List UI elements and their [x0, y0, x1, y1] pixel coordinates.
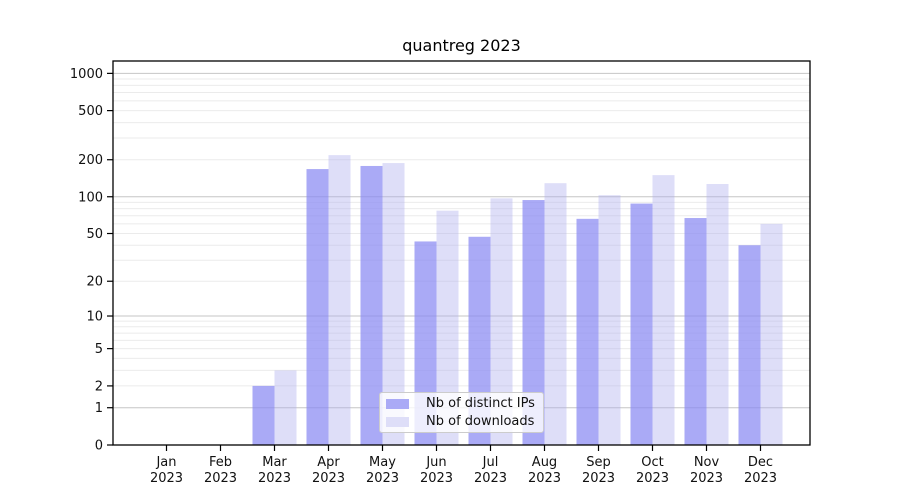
x-tick-label-year-aug: 2023: [528, 471, 561, 486]
bar-distinct-ips-sep: [576, 218, 599, 445]
bar-downloads-nov: [706, 184, 729, 445]
plot-frame: [112, 60, 811, 446]
x-tick-label-year-may: 2023: [366, 471, 399, 486]
bar-downloads-dec: [760, 223, 783, 445]
y-tick-label-10: 10: [86, 310, 103, 325]
x-tick-label-year-nov: 2023: [690, 471, 723, 486]
x-tick-label-month-mar: Mar: [262, 455, 287, 470]
legend-label-distinct-ips: Nb of distinct IPs: [426, 396, 535, 411]
bar-downloads-apr: [328, 155, 351, 445]
x-tick-label-year-mar: 2023: [258, 471, 291, 486]
x-tick-label-year-sep: 2023: [582, 471, 615, 486]
legend: Nb of distinct IPs Nb of downloads: [379, 392, 544, 433]
x-tick-label-month-nov: Nov: [694, 455, 720, 470]
bar-distinct-ips-aug: [522, 200, 545, 445]
x-tick-label-month-apr: Apr: [317, 455, 340, 470]
x-tick-label-year-apr: 2023: [312, 471, 345, 486]
bar-distinct-ips-apr: [306, 169, 329, 445]
legend-swatch-downloads: [386, 416, 409, 427]
y-tick-label-0: 0: [95, 439, 103, 454]
bar-downloads-oct: [652, 175, 675, 445]
x-tick-label-year-oct: 2023: [636, 471, 669, 486]
bar-downloads-jun: [436, 210, 459, 445]
bar-distinct-ips-mar: [252, 385, 275, 445]
y-tick-label-100: 100: [78, 190, 103, 205]
bar-distinct-ips-may: [360, 165, 383, 445]
bar-downloads-sep: [598, 195, 621, 445]
bar-downloads-mar: [274, 370, 297, 445]
y-tick-label-1: 1: [95, 401, 103, 416]
bar-distinct-ips-nov: [684, 218, 707, 445]
bar-downloads-may: [382, 163, 405, 445]
bar-downloads-jul: [490, 198, 513, 445]
x-tick-label-year-dec: 2023: [744, 471, 777, 486]
legend-label-downloads: Nb of downloads: [426, 414, 535, 429]
y-tick-label-50: 50: [86, 227, 103, 242]
y-tick-label-500: 500: [78, 104, 103, 119]
x-tick-label-year-jun: 2023: [420, 471, 453, 486]
chart-title: quantreg 2023: [402, 36, 521, 55]
x-tick-label-year-feb: 2023: [204, 471, 237, 486]
x-tick-label-year-jan: 2023: [150, 471, 183, 486]
y-tick-label-5: 5: [95, 342, 103, 357]
x-tick-label-month-oct: Oct: [641, 455, 663, 470]
legend-item-downloads: Nb of downloads: [380, 414, 543, 429]
x-tick-label-month-feb: Feb: [209, 455, 232, 470]
x-tick-label-month-jan: Jan: [155, 455, 176, 470]
x-tick-label-year-jul: 2023: [474, 471, 507, 486]
x-tick-label-month-may: May: [369, 455, 396, 470]
bar-distinct-ips-oct: [630, 203, 653, 445]
x-tick-label-month-sep: Sep: [586, 455, 611, 470]
y-tick-label-1000: 1000: [70, 67, 103, 82]
x-tick-label-month-aug: Aug: [532, 455, 557, 470]
x-tick-label-month-jun: Jun: [425, 455, 446, 470]
bar-downloads-aug: [544, 183, 567, 445]
legend-item-distinct-ips: Nb of distinct IPs: [380, 396, 543, 411]
legend-swatch-distinct-ips: [386, 398, 409, 409]
bar-distinct-ips-dec: [738, 245, 761, 445]
x-tick-label-month-dec: Dec: [748, 455, 773, 470]
y-tick-label-2: 2: [95, 379, 103, 394]
y-tick-label-200: 200: [78, 153, 103, 168]
x-tick-label-month-jul: Jul: [482, 455, 499, 470]
y-tick-label-20: 20: [86, 275, 103, 290]
